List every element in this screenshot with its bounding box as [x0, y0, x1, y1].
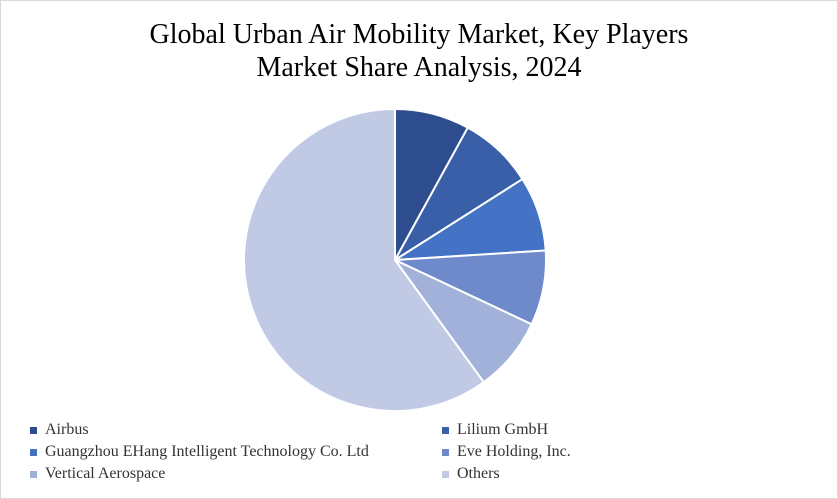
legend-swatch-others: [442, 470, 449, 478]
legend-swatch-eve: [442, 448, 449, 456]
legend-item-others: Others: [442, 464, 500, 484]
legend-swatch-vertical: [30, 470, 37, 478]
legend-item-ehang: Guangzhou EHang Intelligent Technology C…: [30, 442, 369, 462]
chart-title-line-1: Global Urban Air Mobility Market, Key Pl…: [149, 19, 689, 50]
legend-swatch-lilium: [442, 426, 449, 434]
legend-label-airbus: Airbus: [45, 421, 89, 438]
legend-swatch-ehang: [30, 448, 37, 456]
legend-item-eve: Eve Holding, Inc.: [442, 442, 571, 462]
legend-item-airbus: Airbus: [30, 420, 89, 440]
legend-label-ehang: Guangzhou EHang Intelligent Technology C…: [45, 443, 369, 460]
pie-slice-others: [243, 108, 485, 412]
legend-label-vertical: Vertical Aerospace: [45, 465, 166, 482]
legend-swatch-airbus: [30, 426, 37, 434]
legend-item-vertical: Vertical Aerospace: [30, 464, 165, 484]
chart-title: Global Urban Air Mobility Market, Key Pl…: [0, 18, 838, 84]
legend-label-eve: Eve Holding, Inc.: [457, 443, 571, 460]
legend-label-lilium: Lilium GmbH: [457, 421, 549, 438]
chart-title-line-2: Market Share Analysis, 2024: [256, 52, 582, 83]
legend-item-lilium: Lilium GmbH: [442, 420, 548, 440]
legend-label-others: Others: [457, 465, 500, 482]
